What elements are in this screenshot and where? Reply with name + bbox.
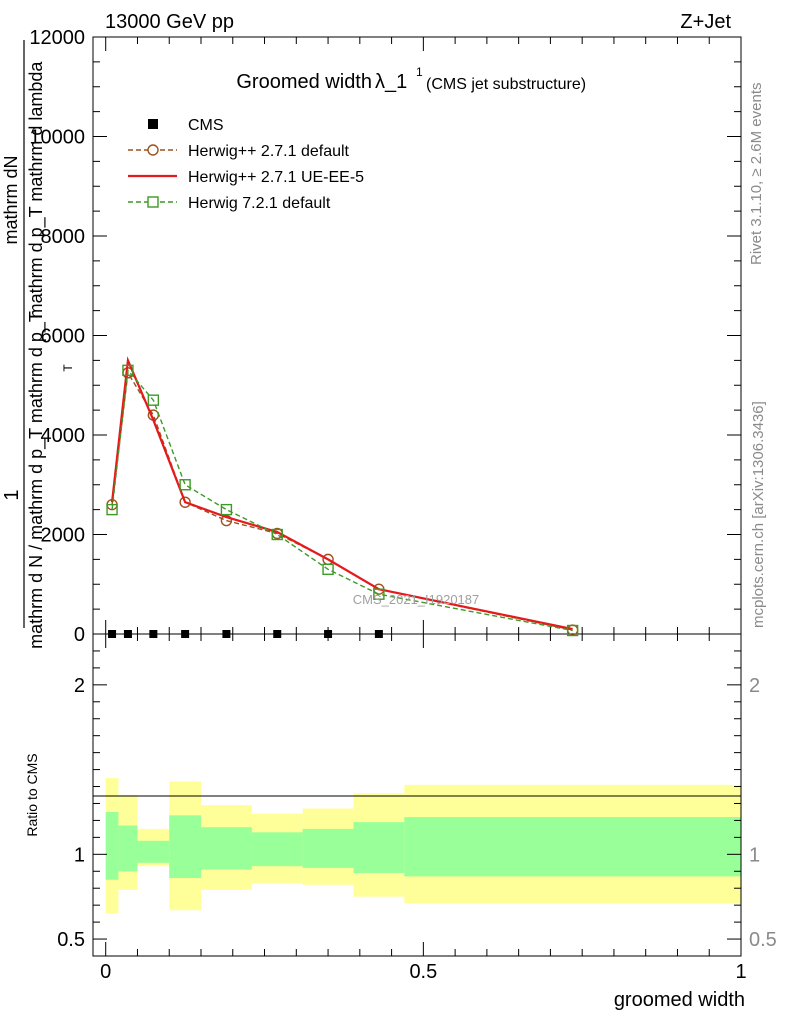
ylabel-fraction-bottom: mathrm d p_T mathrm d lambda [26, 61, 47, 319]
cms-data-point [123, 630, 132, 638]
ratio-band-inner [353, 822, 405, 873]
y-axis-label: 1 mathrm dN mathrm d p_T mathrm d lambda… [1, 40, 75, 649]
ratio-band-inner [201, 827, 252, 870]
ratio-y-tick-label: 1 [74, 844, 85, 866]
series-point [147, 394, 160, 406]
ratio-band-inner [302, 828, 354, 868]
legend-entry: Herwig 7.2.1 default [128, 195, 331, 212]
y-tick-label: 10000 [29, 127, 85, 149]
legend-label: Herwig++ 2.7.1 default [188, 143, 350, 160]
y-tick-label: 2000 [41, 525, 86, 547]
series-point [122, 364, 134, 377]
ratio-bands [105, 778, 741, 914]
cms-data-point [108, 630, 117, 638]
cms-data-point [374, 630, 383, 638]
ylabel-subscript: T [61, 364, 75, 372]
ratio-band-inner [169, 815, 201, 879]
y-tick-label: 4000 [41, 425, 86, 447]
ratio-band-inner [251, 832, 303, 867]
series-lines [106, 356, 579, 638]
series-line [111, 370, 573, 631]
series-point [373, 588, 385, 600]
series-point [566, 624, 579, 637]
chart-title: Groomed width λ_1 1 (CMS jet substructur… [236, 65, 586, 93]
legend-entry: Herwig++ 2.7.1 UE-EE-5 [128, 169, 364, 186]
side-text-top: Rivet 3.1.10, ≥ 2.6M events [748, 83, 765, 266]
ratio-y-tick-label-right: 2 [749, 675, 760, 697]
ylabel-numerator: 1 [1, 489, 23, 500]
ratio-plot-frame [92, 633, 742, 957]
series-point [179, 496, 191, 508]
ylabel-fraction-top: mathrm dN [1, 155, 21, 244]
legend-marker [147, 144, 159, 156]
chart-title-sup: 1 [416, 65, 423, 79]
chart-title-main: Groomed width [236, 71, 372, 93]
legend-label: Herwig++ 2.7.1 UE-EE-5 [188, 169, 364, 186]
ratio-band-inner [137, 840, 170, 863]
y-tick-label: 12000 [29, 27, 85, 49]
x-tick-label: 0 [100, 961, 111, 983]
legend-entry: Herwig++ 2.7.1 default [128, 143, 350, 160]
ratio-band-inner [118, 825, 138, 872]
cms-data-point [273, 630, 282, 638]
legend-marker [148, 119, 158, 129]
y-tick-label: 6000 [41, 326, 86, 348]
series-point [220, 514, 233, 527]
series-point [271, 528, 283, 541]
legend-entry: CMS [148, 117, 224, 134]
cms-data-point [149, 630, 158, 638]
cms-data-point [181, 630, 190, 638]
legend: CMS Herwig++ 2.7.1 default Herwig++ 2.7.1 … [128, 117, 364, 212]
side-text-bottom: mcplots.cern.ch [arXiv:1306.3436] [750, 401, 767, 628]
ratio-band-inner [404, 817, 741, 877]
x-tick-label: 1 [735, 961, 746, 983]
ratio-y-tick-label-right: 1 [749, 844, 760, 866]
legend-label: CMS [188, 117, 224, 134]
x-axis-label: groomed width [614, 989, 745, 1011]
series-point [220, 503, 233, 516]
ratio-band-inner [105, 811, 119, 880]
y-tick-label: 0 [74, 624, 85, 646]
cms-data-point [222, 630, 231, 638]
series-point [179, 479, 191, 491]
ratio-y-tick-label-right: 0.5 [749, 929, 777, 951]
series-point [106, 503, 118, 516]
series-point [322, 563, 334, 576]
chart-title-sub: (CMS jet substructure) [426, 76, 586, 93]
ratio-y-tick-label: 0.5 [57, 929, 85, 951]
y-tick-label: 8000 [41, 226, 86, 248]
ylabel-denominator: mathrm d N / mathrm d p_T mathrm d p_T [26, 311, 47, 649]
chart-title-lambda: λ_1 [375, 71, 407, 93]
legend-label: Herwig 7.2.1 default [188, 195, 331, 212]
series-line [110, 356, 573, 631]
header-right: Z+Jet [680, 11, 731, 33]
cms-data-point [324, 630, 333, 638]
ratio-y-label: Ratio to CMS [24, 753, 40, 836]
watermark: CMS_2021_I1920187 [353, 592, 480, 607]
header-left: 13000 GeV pp [105, 11, 234, 33]
ratio-y-tick-label: 2 [74, 675, 85, 697]
series-line [111, 368, 573, 632]
x-tick-label: 0.5 [409, 961, 437, 983]
legend-marker [147, 196, 159, 208]
